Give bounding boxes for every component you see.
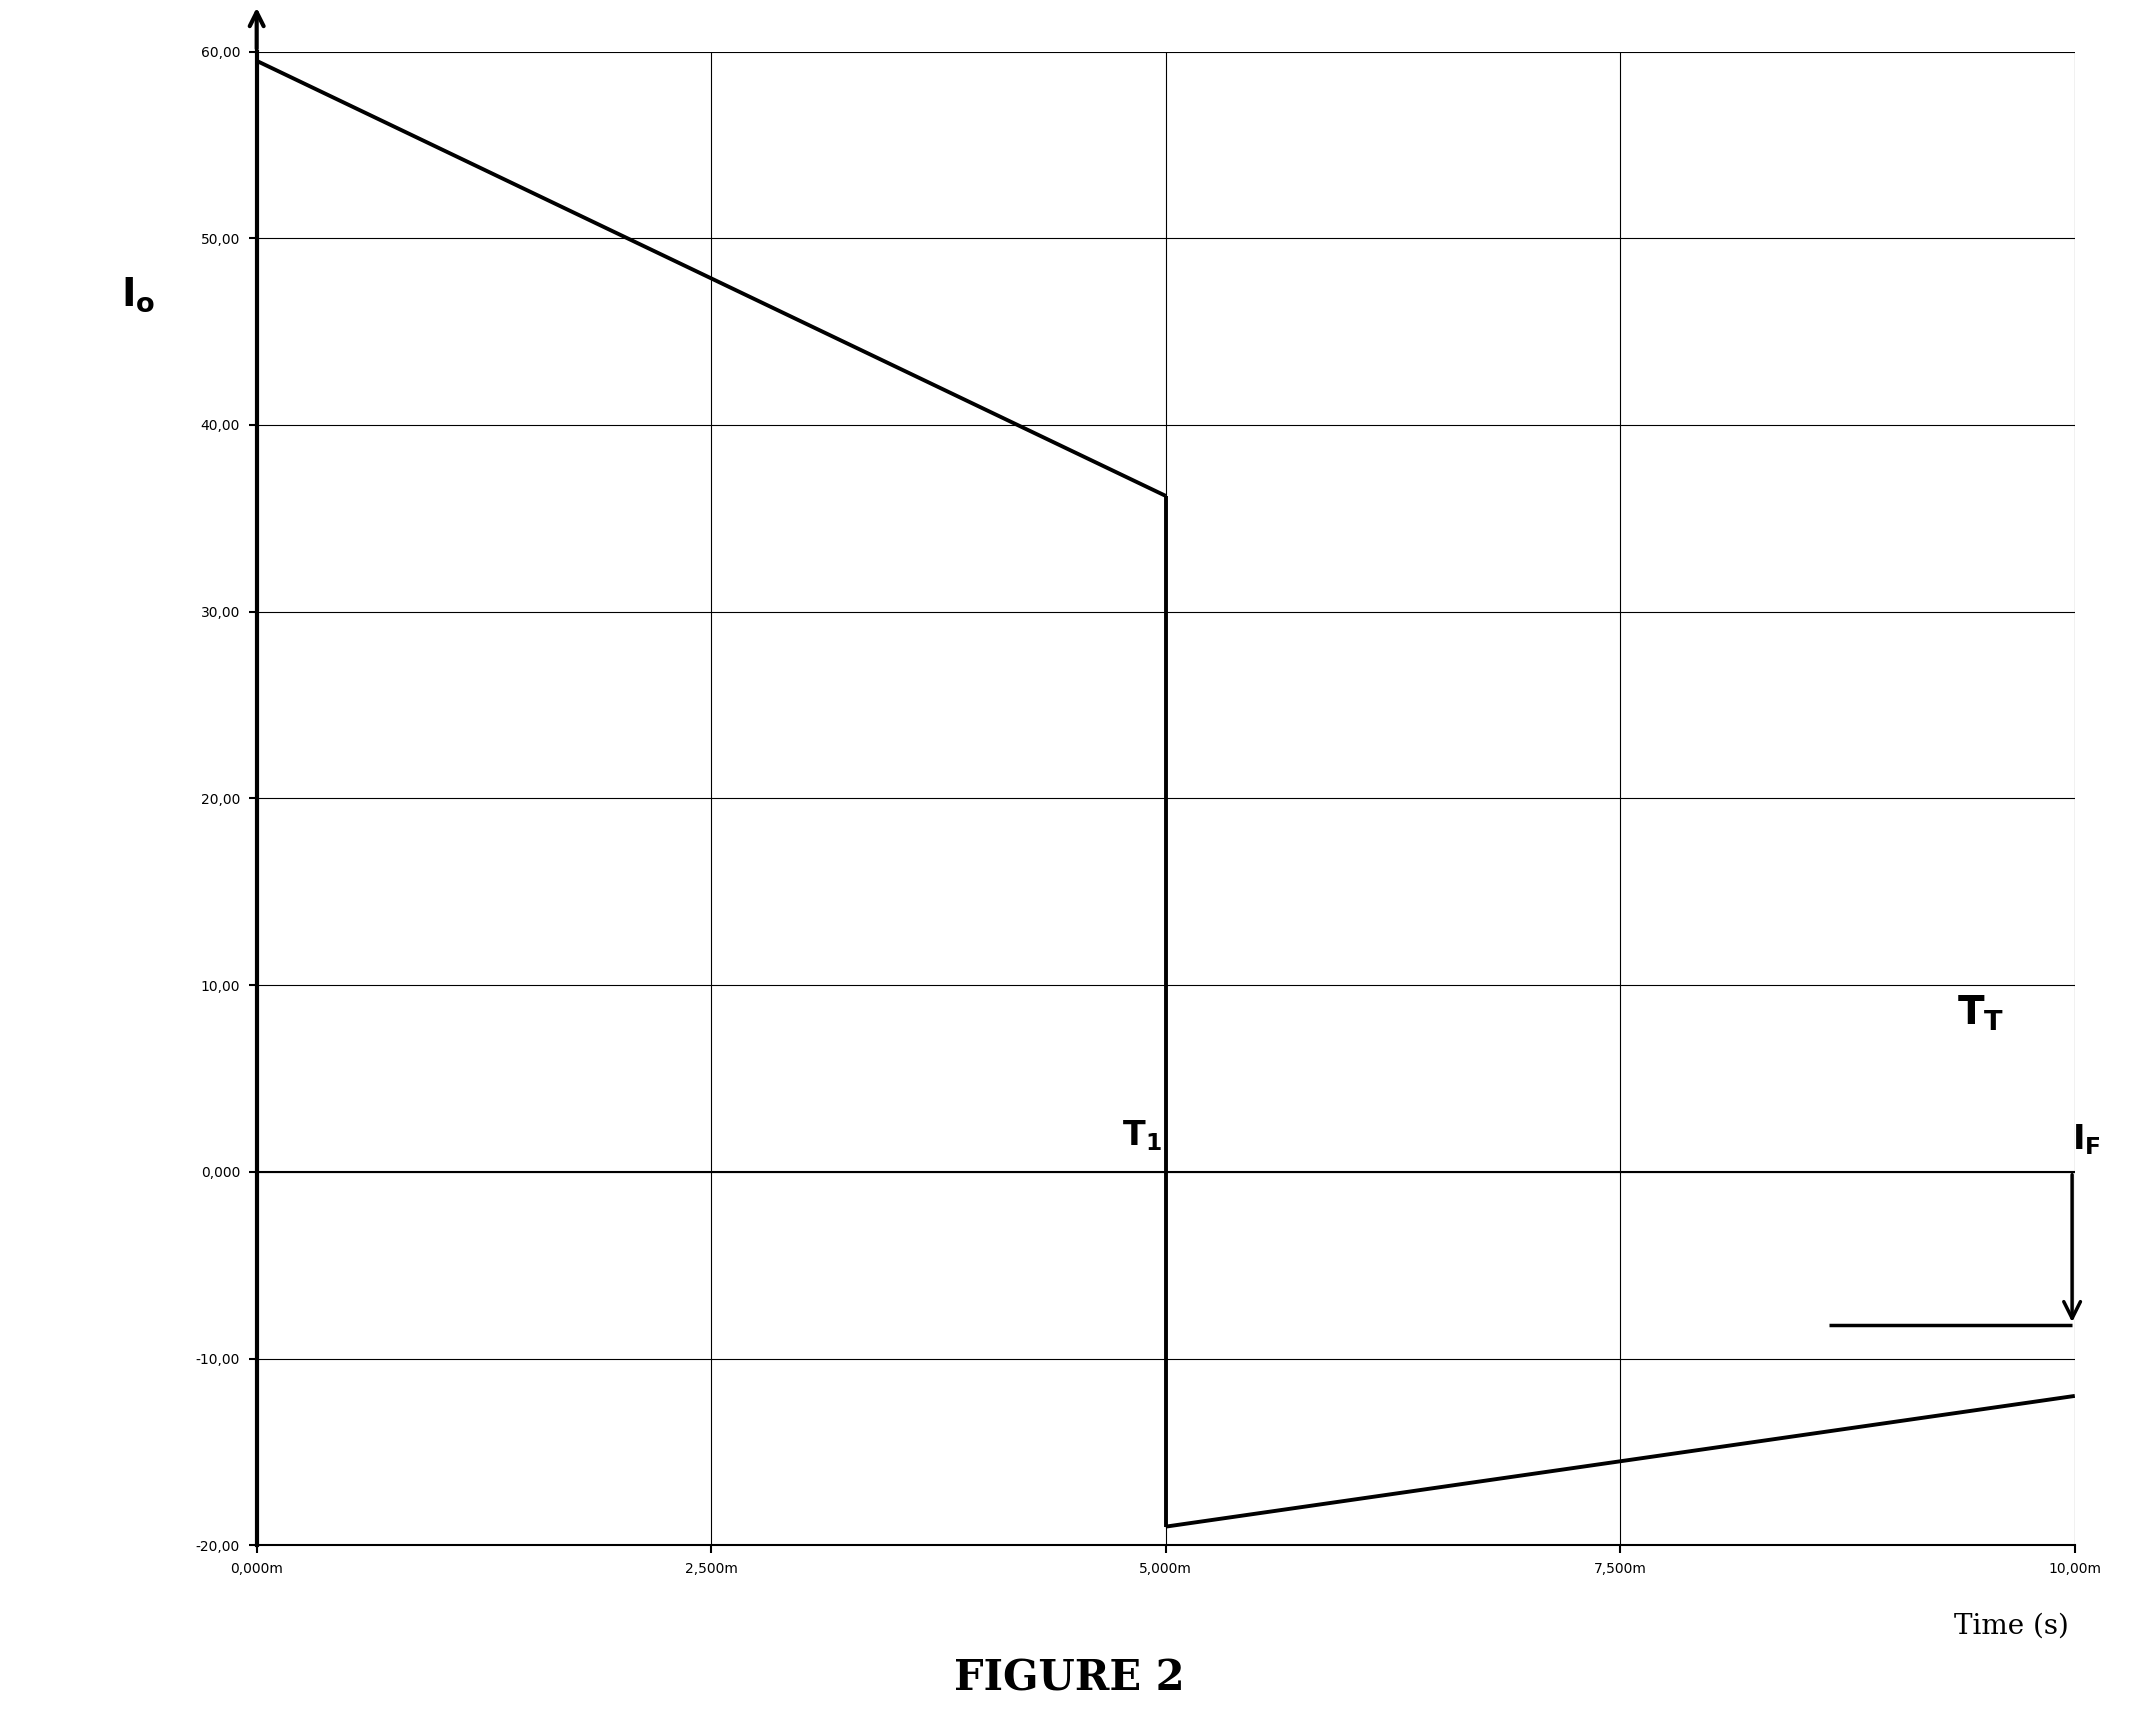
Text: $\mathbf{I_o}$: $\mathbf{I_o}$ [122, 275, 156, 314]
Text: $\mathbf{I_F}$: $\mathbf{I_F}$ [2073, 1123, 2100, 1157]
Text: $\mathbf{T_T}$: $\mathbf{T_T}$ [1957, 994, 2004, 1034]
X-axis label: Time (s): Time (s) [1953, 1612, 2068, 1640]
Text: FIGURE 2: FIGURE 2 [954, 1659, 1185, 1700]
Text: $\mathbf{T_1}$: $\mathbf{T_1}$ [1123, 1118, 1161, 1154]
